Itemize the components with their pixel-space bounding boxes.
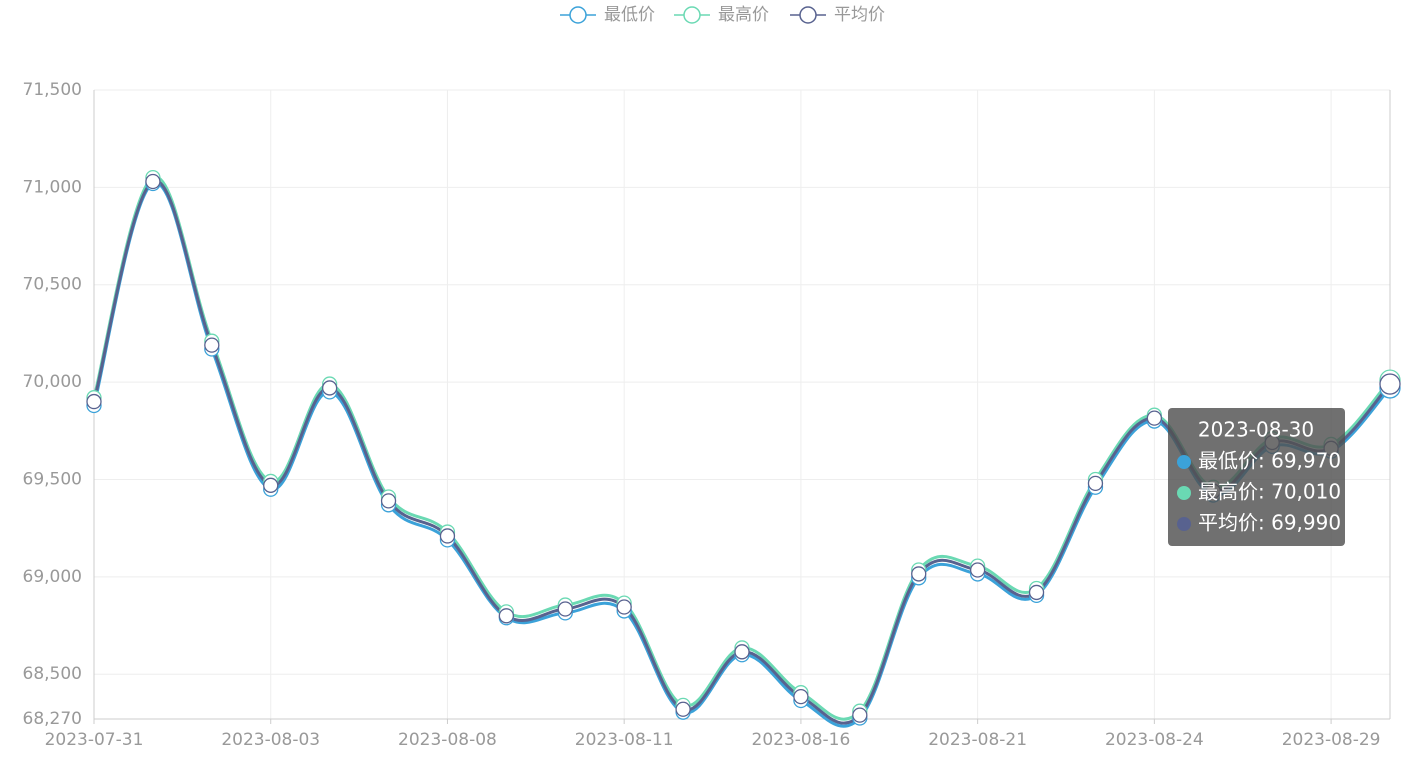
y-tick-label: 68,270 [23, 709, 82, 729]
x-tick-label: 2023-08-29 [1282, 730, 1381, 750]
legend-label: 平均价 [834, 5, 885, 25]
y-tick-label: 70,000 [23, 372, 82, 392]
point [557, 601, 573, 617]
point [439, 528, 456, 544]
tooltip-line: 最高价: 70,010 [1198, 480, 1341, 504]
point [321, 380, 338, 396]
tooltip-dot [1177, 517, 1191, 531]
point [1087, 475, 1104, 492]
point [911, 566, 927, 582]
y-tick-label: 70,500 [23, 275, 82, 295]
tooltip-box [1168, 408, 1345, 546]
y-tick-label: 71,000 [23, 177, 82, 197]
x-tick-label: 2023-08-24 [1105, 730, 1204, 750]
legend-icon [799, 6, 817, 24]
point [1379, 373, 1401, 395]
y-tick-label: 68,500 [23, 664, 82, 684]
y-tick-label: 69,000 [23, 567, 82, 587]
x-tick-label: 2023-07-31 [45, 730, 144, 750]
legend-label: 最高价 [718, 5, 769, 25]
point [380, 493, 397, 509]
point [1028, 584, 1045, 601]
point [852, 707, 868, 723]
point [86, 393, 102, 410]
point [969, 562, 986, 578]
point [498, 608, 515, 624]
point [616, 599, 632, 615]
tooltip-dot [1177, 455, 1191, 469]
tooltip-line: 平均价: 69,990 [1198, 511, 1341, 535]
tooltip-dot [1177, 486, 1191, 500]
y-tick-label: 71,500 [23, 80, 82, 100]
point [263, 477, 279, 493]
x-tick-label: 2023-08-03 [221, 730, 320, 750]
point [204, 337, 220, 353]
x-tick-label: 2023-08-08 [398, 730, 497, 750]
legend-icon [569, 6, 587, 24]
point [145, 173, 161, 190]
tooltip: 2023-08-30 最低价: 69,970 最高价: 70,010 平均价: 69,… [1168, 408, 1345, 546]
point [734, 644, 750, 660]
point [793, 688, 809, 705]
point [1146, 410, 1163, 426]
x-tick-label: 2023-08-11 [575, 730, 674, 750]
x-tick-label: 2023-08-16 [752, 730, 851, 750]
x-tick-label: 2023-08-21 [928, 730, 1027, 750]
legend-label: 最低价 [604, 5, 655, 25]
tooltip-title: 2023-08-30 [1198, 418, 1314, 442]
legend: 最低价 最高价 平均价 [560, 5, 885, 25]
legend-icon [683, 6, 701, 24]
point [675, 701, 691, 717]
tooltip-line: 最低价: 69,970 [1198, 449, 1341, 473]
y-tick-label: 69,500 [23, 469, 82, 489]
